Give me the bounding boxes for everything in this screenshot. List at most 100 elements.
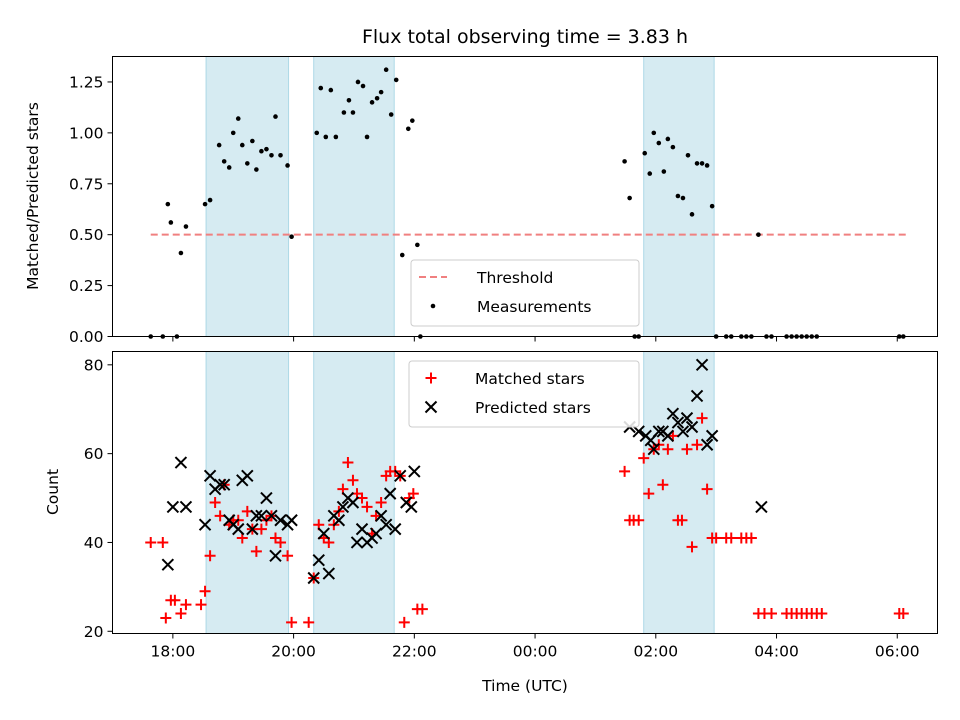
matched-star-point (204, 550, 216, 562)
measurement-point (369, 100, 375, 105)
measurement-point (694, 161, 700, 166)
y-tick-label: 0.75 (69, 175, 104, 193)
x-tick-label: 06:00 (875, 643, 920, 661)
matched-star-point (745, 532, 757, 544)
predicted-star-point (680, 411, 694, 425)
predicted-star-point (217, 478, 231, 491)
measurement-point (235, 116, 241, 121)
matched-star-point (765, 608, 777, 620)
ratio-axes-frame (112, 56, 938, 337)
counts-panel: 18:00 20:00 22:00 00:00 02:00 04:00 06:00 20 40… (44, 351, 938, 695)
measurement-point (207, 197, 213, 203)
matched-star-point (160, 612, 172, 624)
predicted-star-point (690, 389, 704, 403)
matched-star-point (157, 536, 169, 548)
predicted-star-point (250, 509, 263, 523)
measurement-point (709, 203, 715, 209)
measurement-point (314, 130, 320, 136)
legend-dot-swatch (430, 303, 436, 309)
predicted-star-point (383, 487, 397, 500)
matched-star-point (619, 465, 631, 477)
predicted-star-point (317, 527, 330, 540)
measurement-point (245, 161, 250, 166)
predicted-star-point (198, 518, 212, 531)
matched-star-point (638, 452, 650, 464)
x-tick-label: 02:00 (633, 643, 678, 661)
measurement-point (756, 232, 761, 237)
measurement-point (289, 234, 294, 240)
measurement-point (622, 159, 627, 164)
counts-legend: Matched stars Predicted stars (408, 360, 640, 428)
y-tick-label: 40 (84, 534, 104, 552)
shaded-interval (643, 351, 715, 634)
predicted-star-point (285, 514, 298, 527)
matched-star-point (662, 443, 674, 455)
y-tick-label: 80 (84, 356, 104, 374)
predicted-star-point (632, 425, 645, 438)
predicted-star-point (260, 491, 273, 505)
matched-star-point (180, 599, 192, 611)
measurement-point (350, 110, 356, 115)
predicted-star-point (179, 500, 193, 514)
counts-y-axis-label: Count (44, 469, 62, 515)
matched-star-point (398, 616, 410, 628)
measurement-points (148, 67, 906, 339)
predicted-star-point (332, 514, 346, 527)
legend-box (408, 360, 640, 428)
measurement-point (364, 134, 370, 140)
y-tick-label: 20 (84, 623, 104, 641)
predicted-star-point (232, 522, 245, 536)
predicted-star-point (369, 527, 383, 540)
matched-star-point (686, 541, 698, 553)
matched-star-point (710, 532, 722, 544)
predicted-star-point (161, 558, 175, 571)
measurement-point (355, 79, 361, 85)
ratio-panel: 0.00 0.25 0.50 0.75 1.00 1.25 Flux total obse… (24, 26, 938, 346)
y-tick-label: 0.25 (69, 277, 104, 295)
shaded-intervals (205, 56, 715, 337)
measurement-point (415, 242, 420, 248)
predicted-star-point (695, 358, 709, 372)
matched-star-point (286, 616, 298, 628)
predicted-star-point (666, 407, 680, 420)
x-tick-label: 00:00 (513, 643, 558, 661)
measurement-point (165, 201, 171, 207)
matched-star-point (407, 488, 419, 500)
measurement-point (661, 169, 667, 174)
measurement-point (393, 77, 399, 83)
measurement-point (651, 130, 657, 136)
predicted-star-point (166, 500, 180, 514)
shaded-interval (205, 56, 290, 337)
matched-star-point (255, 523, 267, 535)
y-tick-label: 0.50 (69, 226, 104, 244)
measurement-point (680, 195, 686, 201)
predicted-star-point (174, 456, 188, 469)
counts-x-axis-label: Time (UTC) (481, 677, 568, 695)
measurement-point (264, 146, 269, 152)
predicted-star-point (255, 509, 268, 523)
measurement-point (168, 220, 174, 225)
matched-star-point (416, 603, 428, 615)
predicted-star-point (700, 438, 714, 451)
predicted-star-point (408, 465, 421, 478)
predicted-star-point (346, 496, 360, 509)
matched-star-point (347, 474, 359, 486)
measurement-point (230, 130, 236, 136)
x-tick-label: 04:00 (754, 643, 799, 661)
measurement-point (273, 114, 278, 119)
legend-box (410, 259, 640, 327)
ratio-x-ticks (172, 336, 898, 342)
counts-y-ticks: 20 40 60 80 (84, 356, 113, 641)
matched-star-point (657, 479, 669, 491)
matched-star-point (361, 501, 373, 513)
matched-star-point (375, 496, 387, 508)
predicted-star-point (389, 522, 402, 536)
predicted-star-point (405, 500, 418, 514)
measurement-point (318, 85, 324, 91)
predicted-star-point (755, 500, 768, 514)
predicted-star-point (269, 549, 282, 562)
measurement-point (383, 67, 389, 73)
measurement-point (239, 142, 245, 148)
predicted-star-point (307, 571, 320, 585)
